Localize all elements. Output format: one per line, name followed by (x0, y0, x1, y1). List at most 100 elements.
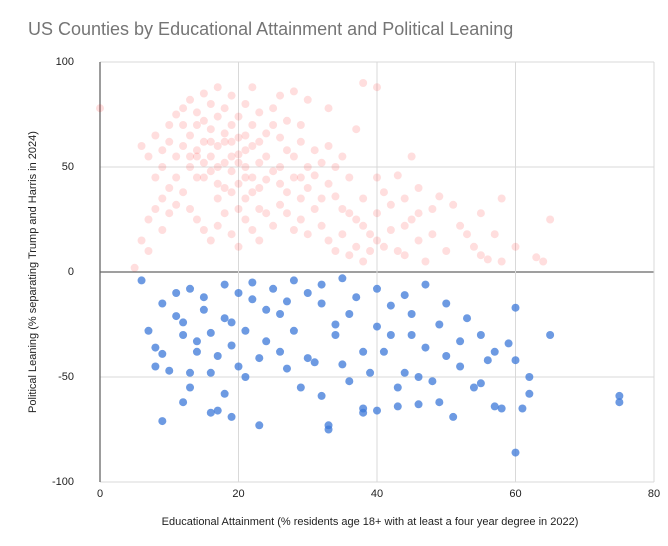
point-1 (276, 347, 285, 356)
point-0 (144, 152, 153, 161)
point-0 (192, 173, 201, 182)
point-0 (234, 133, 243, 142)
point-1 (483, 356, 492, 365)
point-0 (192, 146, 201, 155)
point-0 (255, 137, 264, 146)
point-1 (435, 320, 444, 329)
point-0 (317, 158, 326, 167)
point-0 (158, 226, 167, 234)
point-1 (158, 349, 167, 358)
point-1 (192, 337, 201, 346)
point-0 (206, 236, 215, 245)
point-1 (421, 280, 430, 289)
point-0 (310, 146, 319, 155)
point-1 (393, 383, 402, 392)
point-1 (303, 354, 312, 363)
point-0 (255, 236, 264, 245)
point-0 (213, 142, 222, 150)
point-0 (296, 173, 305, 182)
point-0 (172, 110, 181, 119)
point-1 (172, 312, 181, 321)
point-0 (255, 158, 264, 167)
point-0 (262, 209, 271, 218)
point-1 (414, 400, 423, 409)
point-0 (213, 112, 222, 121)
point-0 (262, 152, 271, 161)
point-1 (227, 318, 236, 327)
point-0 (165, 137, 174, 146)
point-0 (379, 242, 388, 251)
point-0 (151, 205, 160, 213)
point-0 (289, 173, 298, 182)
point-0 (206, 100, 215, 108)
point-1 (206, 408, 215, 417)
point-0 (400, 194, 409, 203)
point-0 (248, 142, 257, 150)
point-0 (483, 255, 492, 264)
point-0 (490, 230, 499, 239)
point-0 (172, 152, 181, 161)
point-0 (476, 209, 485, 218)
point-0 (414, 236, 423, 245)
point-0 (373, 209, 381, 218)
point-1 (511, 356, 520, 365)
point-1 (165, 366, 174, 375)
point-0 (199, 89, 208, 98)
point-0 (296, 121, 305, 129)
point-0 (373, 83, 381, 92)
point-0 (317, 221, 326, 230)
point-0 (289, 226, 298, 234)
point-0 (213, 83, 222, 92)
point-1 (386, 301, 395, 310)
point-1 (373, 284, 381, 293)
point-0 (296, 194, 305, 203)
point-0 (324, 179, 333, 188)
point-0 (165, 184, 174, 192)
point-1 (615, 391, 624, 400)
point-1 (525, 389, 534, 398)
point-0 (248, 121, 257, 129)
point-1 (186, 368, 195, 377)
point-0 (255, 108, 264, 117)
point-0 (96, 104, 104, 113)
point-0 (227, 230, 236, 239)
point-1 (276, 310, 285, 318)
point-1 (255, 354, 264, 363)
point-0 (220, 184, 229, 192)
point-0 (511, 242, 520, 251)
point-0 (366, 230, 375, 239)
point-1 (511, 303, 520, 312)
point-1 (179, 398, 188, 407)
point-0 (227, 121, 236, 129)
point-0 (199, 137, 208, 146)
point-0 (269, 221, 278, 230)
point-1 (400, 291, 409, 300)
point-1 (615, 398, 624, 407)
point-0 (331, 192, 340, 201)
point-0 (352, 125, 361, 134)
x-tick-label: 40 (371, 488, 383, 500)
point-0 (220, 137, 229, 146)
point-0 (248, 83, 257, 92)
point-1 (255, 421, 264, 430)
point-1 (345, 310, 354, 318)
point-0 (220, 129, 229, 138)
point-1 (338, 274, 347, 283)
point-0 (248, 188, 257, 197)
point-0 (151, 173, 160, 182)
point-0 (269, 121, 278, 129)
point-0 (172, 200, 181, 209)
point-0 (192, 121, 201, 129)
point-1 (317, 299, 326, 308)
point-0 (227, 188, 236, 197)
point-1 (352, 293, 361, 302)
point-1 (172, 289, 181, 297)
point-0 (359, 221, 368, 230)
point-1 (373, 406, 381, 415)
chart-title: US Counties by Educational Attainment an… (28, 19, 513, 39)
point-1 (456, 337, 465, 346)
point-0 (289, 87, 298, 96)
point-0 (282, 146, 291, 155)
point-1 (262, 305, 271, 314)
point-1 (449, 412, 458, 421)
